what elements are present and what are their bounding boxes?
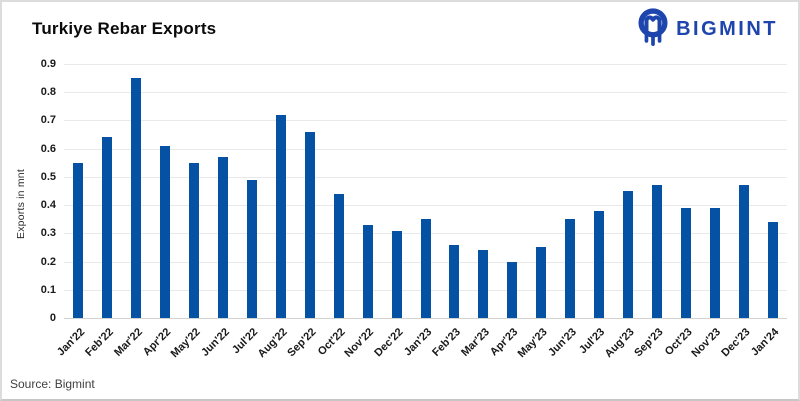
x-tick-label: Jan'23 bbox=[401, 326, 434, 359]
gridline bbox=[64, 148, 787, 150]
bar-oct-22 bbox=[333, 193, 344, 318]
x-tick-label: May'22 bbox=[168, 326, 203, 361]
x-tick-label: Nov'22 bbox=[342, 326, 377, 360]
bar-nov-22 bbox=[362, 224, 373, 318]
gridline bbox=[64, 64, 787, 65]
x-tick-label: Sep'22 bbox=[285, 326, 319, 360]
y-tick-label: 0.7 bbox=[40, 114, 56, 127]
x-tick-label: Jun'23 bbox=[545, 326, 579, 359]
gridline bbox=[64, 205, 787, 207]
y-tick-label: 0.9 bbox=[40, 58, 56, 70]
x-tick-label: Aug'22 bbox=[255, 326, 290, 361]
x-tick-label: Apr'22 bbox=[141, 326, 174, 359]
bar-jan-23 bbox=[420, 219, 431, 318]
bar-apr-22 bbox=[160, 145, 171, 318]
x-tick-label: Mar'22 bbox=[111, 326, 145, 359]
bar-jun-23 bbox=[565, 219, 576, 318]
bar-jan-24 bbox=[767, 222, 778, 318]
bar-feb-23 bbox=[449, 244, 460, 318]
x-tick-label: May'23 bbox=[515, 326, 550, 361]
bar-nov-23 bbox=[709, 207, 720, 318]
bar-sep-23 bbox=[651, 185, 662, 318]
x-tick-label: Dec'22 bbox=[371, 326, 406, 360]
bar-jan-22 bbox=[73, 162, 84, 318]
bar-mar-22 bbox=[131, 78, 142, 318]
y-tick-label: 0.3 bbox=[40, 227, 56, 240]
x-tick-label: Feb'22 bbox=[83, 326, 116, 359]
bar-jun-22 bbox=[218, 157, 229, 318]
x-tick-label: Nov'23 bbox=[689, 326, 724, 360]
bar-mar-23 bbox=[478, 250, 489, 318]
x-tick-label: Feb'23 bbox=[430, 326, 463, 359]
bar-sep-22 bbox=[304, 131, 315, 318]
x-tick-label: Sep'23 bbox=[632, 326, 666, 360]
bar-feb-22 bbox=[102, 137, 113, 318]
bar-jul-22 bbox=[246, 179, 257, 318]
bar-jul-23 bbox=[594, 210, 605, 318]
y-tick-label: 0.2 bbox=[40, 255, 56, 268]
y-tick-label: 0.5 bbox=[40, 170, 56, 183]
bar-apr-23 bbox=[507, 261, 518, 318]
chart-title: Turkiye Rebar Exports bbox=[32, 19, 217, 38]
y-tick-label: 0.8 bbox=[40, 86, 56, 99]
x-tick-label: Jan'22 bbox=[54, 326, 87, 359]
gridline bbox=[64, 92, 787, 94]
bar-dec-23 bbox=[738, 185, 749, 318]
x-tick-label: Aug'23 bbox=[602, 326, 637, 361]
x-axis-line bbox=[64, 318, 787, 319]
bar-aug-23 bbox=[622, 191, 633, 318]
y-tick-label: 0 bbox=[49, 312, 56, 324]
bigmint-logo: BIGMINT bbox=[635, 7, 778, 52]
y-tick-label: 0.6 bbox=[40, 142, 56, 155]
x-tick-label: Jun'22 bbox=[198, 326, 232, 359]
bar-may-22 bbox=[189, 162, 200, 318]
source-note: Source: Bigmint bbox=[10, 377, 95, 391]
gridline bbox=[64, 120, 787, 122]
bigmint-logo-text: BIGMINT bbox=[676, 18, 778, 40]
x-tick-label: Apr'23 bbox=[488, 326, 521, 359]
x-tick-label: Oct'23 bbox=[662, 326, 695, 358]
bar-dec-22 bbox=[391, 230, 402, 318]
y-tick-label: 0.1 bbox=[40, 283, 56, 296]
bar-may-23 bbox=[536, 247, 547, 318]
x-tick-label: Jan'24 bbox=[748, 326, 782, 359]
x-tick-label: Dec'23 bbox=[718, 326, 753, 360]
x-tick-label: Mar'23 bbox=[459, 326, 492, 359]
gridline bbox=[64, 176, 787, 178]
bigmint-logo-icon bbox=[635, 7, 671, 52]
y-tick-label: 0.4 bbox=[40, 199, 56, 212]
bar-aug-22 bbox=[275, 114, 286, 318]
bar-oct-23 bbox=[680, 207, 691, 318]
x-tick-label: Oct'22 bbox=[315, 326, 348, 358]
